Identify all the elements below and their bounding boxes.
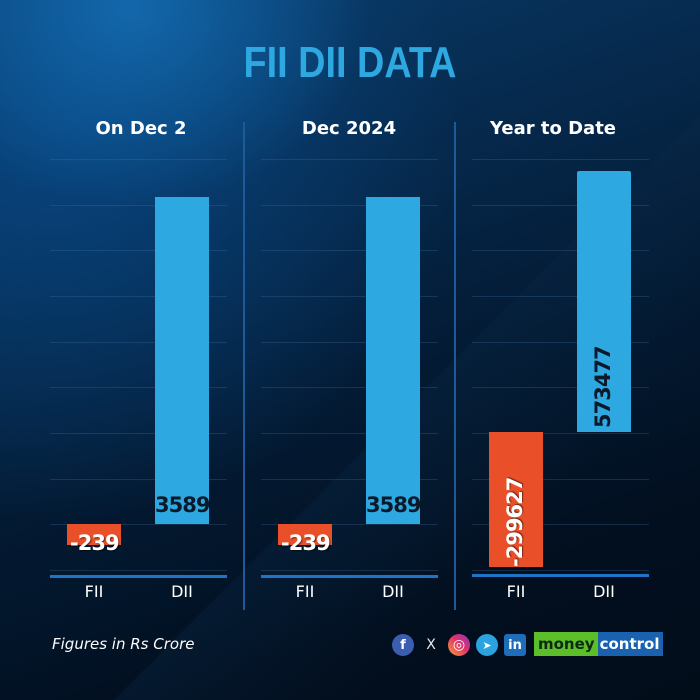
page-title: FII DII DATA — [243, 38, 457, 87]
panel-2-dii-label: DII — [382, 582, 404, 601]
panel-3-fii-label: FII — [506, 582, 526, 601]
footnote: Figures in Rs Crore — [52, 635, 195, 653]
panel-2-x-axis — [261, 575, 438, 578]
panel-title-dec-2024: Dec 2024 — [301, 118, 397, 139]
panel-2-dii-value: 3589 — [366, 493, 421, 517]
panel-separator — [454, 122, 456, 610]
moneycontrol-logo: money control — [534, 632, 664, 656]
panel-3-x-axis — [472, 574, 649, 577]
brand-control: control — [597, 632, 664, 656]
panel-1-dii-bar — [155, 197, 209, 524]
panel-1-dii-label: DII — [171, 582, 193, 601]
panel-2-dii-bar — [366, 197, 420, 524]
panel-1-fii-label: FII — [84, 582, 104, 601]
panel-title-year-to-date: Year to Date — [489, 118, 617, 139]
panel-separator — [243, 122, 245, 610]
panel-title-on-dec-2: On Dec 2 — [95, 118, 187, 139]
panel-1-x-axis — [50, 575, 227, 578]
instagram-icon[interactable]: ◎ — [448, 634, 470, 656]
panel-3-dii-value: 573477 — [591, 346, 615, 428]
panel-3-fii-value: -299627 — [503, 477, 527, 567]
panel-1-dii-value: 3589 — [155, 493, 210, 517]
panel-1-fii-bar — [67, 524, 121, 545]
telegram-icon[interactable]: ➤ — [476, 634, 498, 656]
panel-2-fii-value: -239 — [281, 531, 331, 555]
panel-2-fii-label: FII — [295, 582, 315, 601]
panel-3-fii-bar — [489, 432, 543, 567]
panel-2-fii-bar — [278, 524, 332, 545]
linkedin-icon[interactable]: in — [504, 634, 526, 656]
facebook-icon[interactable]: f — [392, 634, 414, 656]
panel-1-fii-value: -239 — [70, 531, 120, 555]
x-twitter-icon[interactable]: X — [426, 637, 436, 653]
brand-money: money — [534, 632, 598, 656]
panel-3-dii-label: DII — [593, 582, 615, 601]
panel-3-dii-bar — [577, 171, 631, 432]
